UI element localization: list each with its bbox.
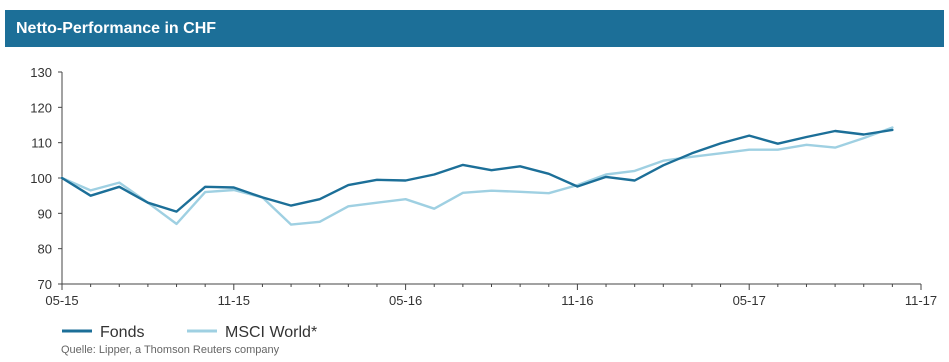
- source-note: Quelle: Lipper, a Thomson Reuters compan…: [61, 344, 280, 356]
- x-tick-label: 05-17: [733, 293, 766, 308]
- legend: Fonds MSCI World*: [62, 324, 317, 341]
- x-tick-label: 05-15: [45, 293, 78, 308]
- y-axis: 70 80 90 100 110 120 130: [30, 65, 63, 292]
- y-tick-label: 100: [30, 171, 52, 186]
- y-tick-label: 120: [30, 100, 52, 115]
- series-layer: [60, 126, 894, 226]
- y-tick-label: 130: [30, 65, 52, 80]
- y-tick-label: 110: [31, 136, 52, 151]
- x-tick-label: 05-16: [389, 293, 422, 308]
- y-tick-label: 80: [38, 242, 52, 257]
- series-line-msci-world: [60, 126, 894, 226]
- x-tick-label: 11-17: [905, 293, 937, 308]
- x-tick-label: 11-15: [218, 293, 250, 308]
- x-axis: 05-15 11-15 05-16 11-16 05-17 11-17: [45, 283, 937, 308]
- legend-label: MSCI World*: [225, 324, 317, 341]
- y-tick-label: 90: [38, 206, 52, 221]
- chart-title: Netto-Performance in CHF: [16, 20, 217, 37]
- x-tick-label: 11-16: [561, 293, 593, 308]
- series-line-fonds: [60, 128, 894, 213]
- legend-label: Fonds: [100, 324, 144, 341]
- y-tick-label: 70: [38, 277, 52, 292]
- chart-title-bar: Netto-Performance in CHF: [5, 10, 944, 47]
